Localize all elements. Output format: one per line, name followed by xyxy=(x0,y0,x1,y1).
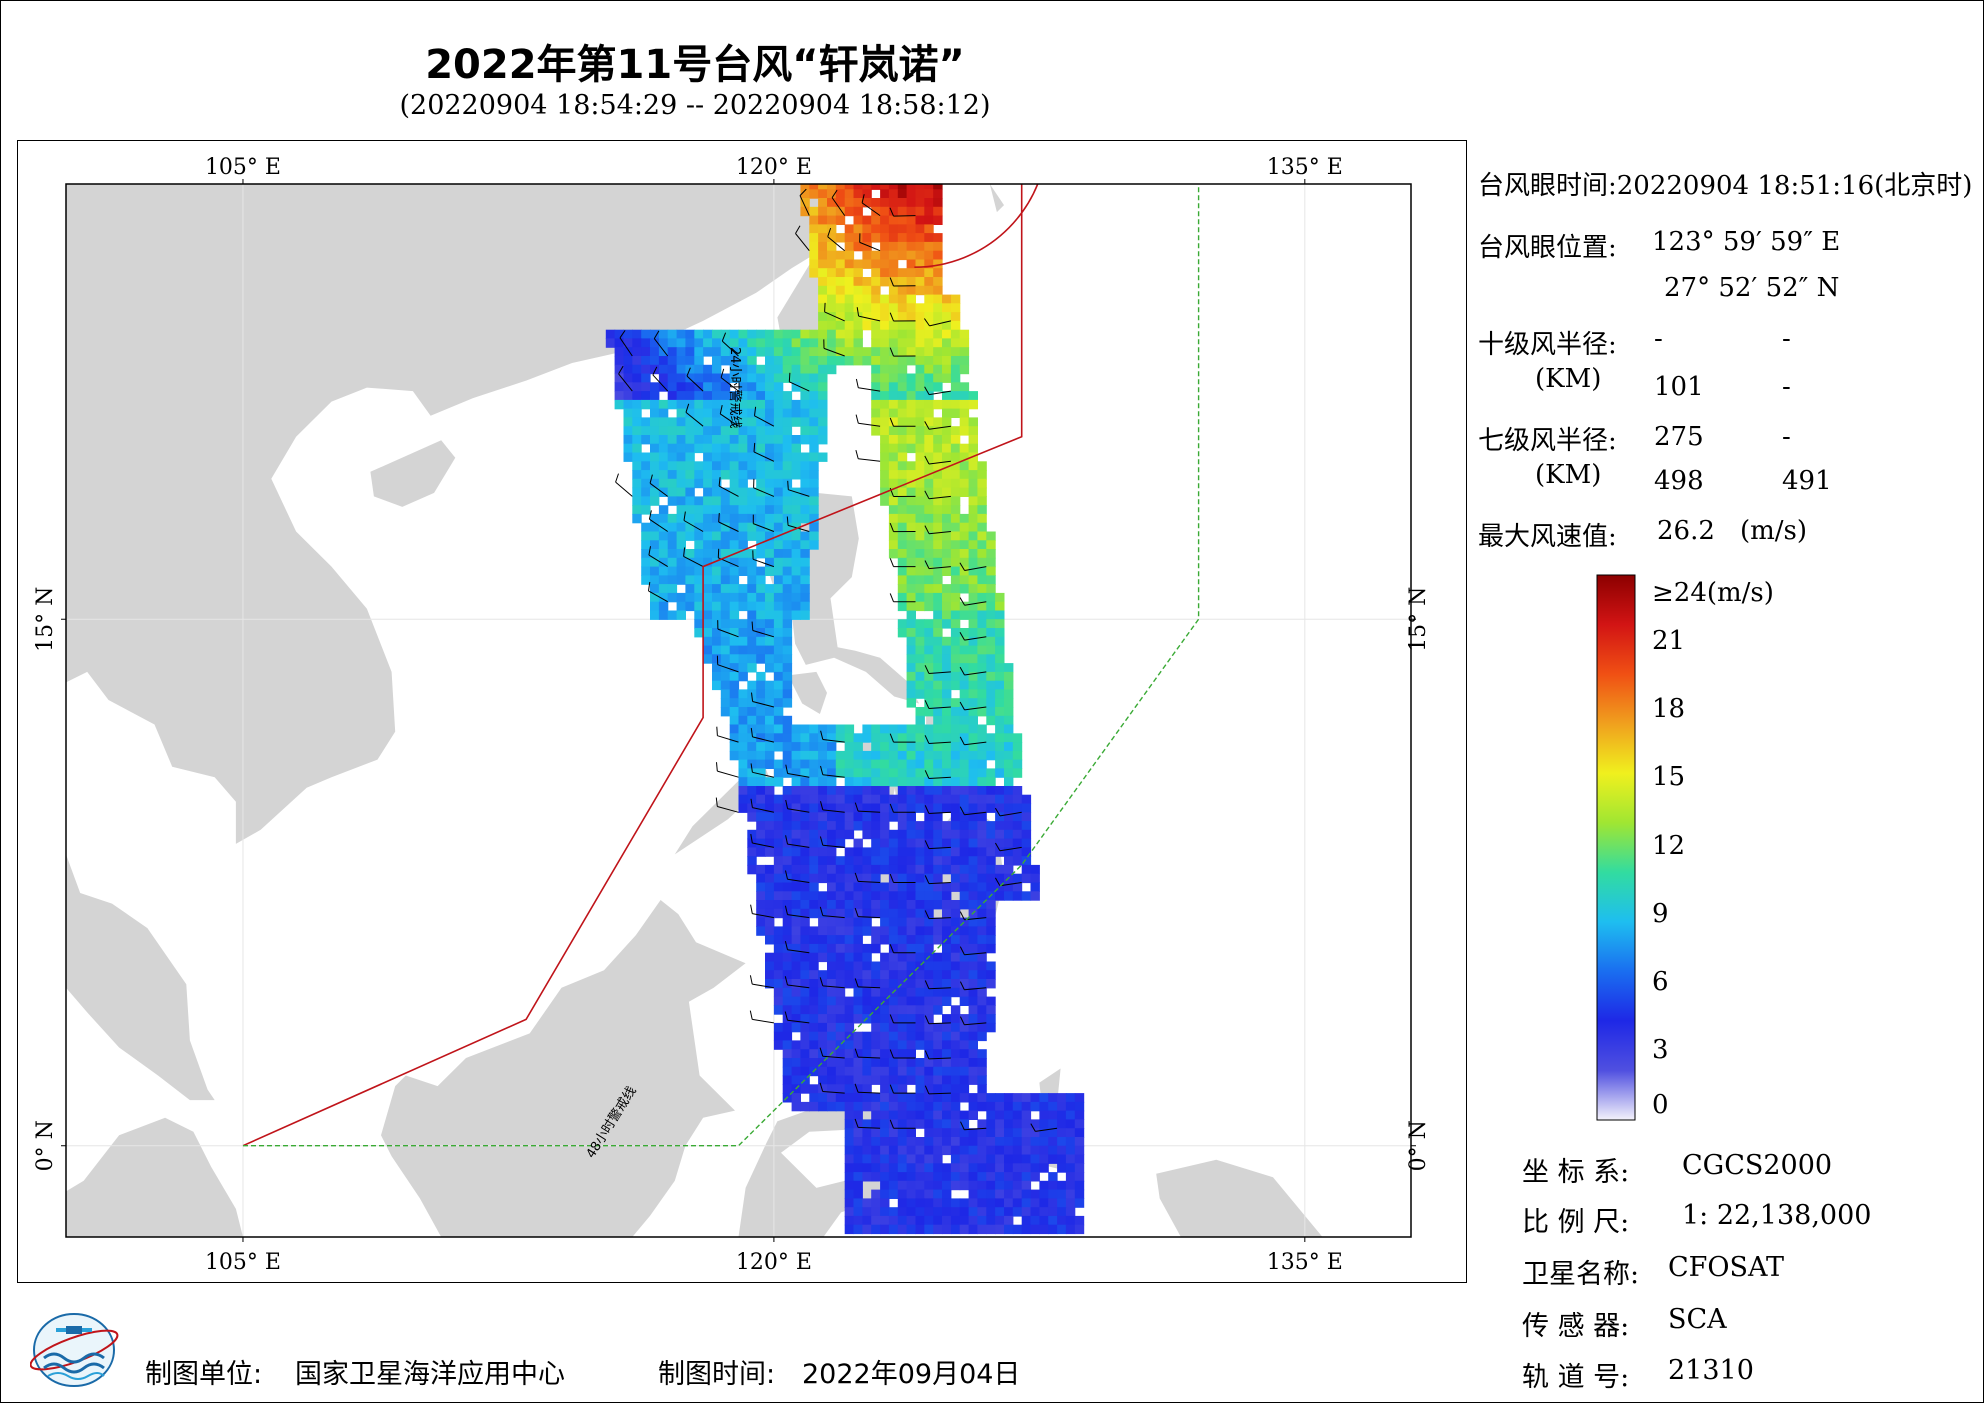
colorbar-tick-label: 6 xyxy=(1652,966,1669,997)
lat-tick-label: 15° N xyxy=(1406,587,1431,652)
r10-ne: - xyxy=(1654,324,1663,354)
wind-barbs xyxy=(615,188,1058,1132)
colorbar-tick-label: 18 xyxy=(1652,694,1686,725)
lon-tick-label: 135° E xyxy=(1267,155,1343,180)
colorbar-tick-label: 21 xyxy=(1652,626,1686,657)
lat-tick-label: 0° N xyxy=(33,1120,58,1171)
footer-time-label: 制图时间: xyxy=(658,1359,776,1390)
eye-time-row: 台风眼时间:20220904 18:51:16(北京时) xyxy=(1478,165,1972,202)
colorbar-tick-label: 12 xyxy=(1652,830,1686,861)
max-wind-unit: (m/s) xyxy=(1740,516,1808,546)
malay-peninsula xyxy=(66,854,215,1101)
r7-se: - xyxy=(1782,422,1791,452)
nsoas-logo-icon xyxy=(30,1313,119,1387)
wind-radius-7-arc xyxy=(914,184,1039,268)
crs-label: 坐 标 系: xyxy=(1522,1157,1630,1188)
sulawesi xyxy=(738,1093,944,1237)
r10-unit: (KM) xyxy=(1535,364,1602,394)
r10-sw: 101 xyxy=(1654,372,1704,402)
map-neatline xyxy=(65,183,1412,1238)
okinawa-stub xyxy=(989,184,1004,213)
eye-lat-value: 27° 52′ 52″ N xyxy=(1664,273,1840,303)
colorbar-tick-label: 0 xyxy=(1652,1090,1669,1120)
mainland-asia xyxy=(66,184,838,844)
eye-pos-label: 台风眼位置: xyxy=(1478,233,1617,263)
r7-label: 七级风半径: xyxy=(1478,426,1617,456)
footer-time-value: 2022年09月04日 xyxy=(802,1359,1021,1390)
eye-lon-value: 123° 59′ 59″ E xyxy=(1652,227,1841,257)
eye-time-label: 台风眼时间: xyxy=(1478,171,1617,201)
scale-value: 1: 22,138,000 xyxy=(1682,1200,1872,1231)
eye-time-value: 20220904 18:51:16(北京时) xyxy=(1616,171,1973,201)
hainan xyxy=(370,440,456,507)
r7-ne: 275 xyxy=(1654,422,1704,452)
lat-tick-label: 0° N xyxy=(1406,1120,1431,1171)
lon-tick-label: 120° E xyxy=(736,155,812,180)
sumatra xyxy=(66,1117,243,1237)
colorbar-tick-label: 3 xyxy=(1652,1034,1669,1065)
map-subtitle: (20220904 18:54:29 -- 20220904 18:58:12) xyxy=(399,90,991,121)
sensor-label: 传 感 器: xyxy=(1522,1311,1630,1342)
max-wind-value: 26.2 xyxy=(1657,516,1715,546)
r7-sw: 498 xyxy=(1654,466,1704,496)
wind-speed-colorbar xyxy=(1596,574,1636,1121)
new-guinea xyxy=(1156,1159,1323,1237)
colorbar-tick-label: ≥24(m/s) xyxy=(1652,578,1774,608)
map-title: 2022年第11号台风“轩岚诺” xyxy=(425,42,965,88)
warning-24h-line xyxy=(242,184,1023,1147)
satellite-label: 卫星名称: xyxy=(1522,1259,1640,1290)
r10-nw: - xyxy=(1782,372,1791,402)
lon-tick-label: 135° E xyxy=(1267,1250,1343,1275)
lon-tick-label: 120° E xyxy=(736,1250,812,1275)
warning-24h-label: 24小时警戒线 xyxy=(727,347,743,429)
r10-label: 十级风半径: xyxy=(1478,330,1617,360)
colorbar-tick-label: 15 xyxy=(1652,762,1686,793)
lat-tick-label: 15° N xyxy=(33,587,58,652)
orbit-value: 21310 xyxy=(1668,1355,1754,1386)
crs-value: CGCS2000 xyxy=(1682,1150,1833,1181)
max-wind-label: 最大风速值: xyxy=(1478,522,1617,552)
r10-se: - xyxy=(1782,324,1791,354)
colorbar-tick-label: 9 xyxy=(1652,898,1669,929)
footer-unit-value: 国家卫星海洋应用中心 xyxy=(295,1359,565,1390)
satellite-value: CFOSAT xyxy=(1668,1252,1785,1283)
lon-tick-label: 105° E xyxy=(205,155,281,180)
sensor-value: SCA xyxy=(1668,1304,1727,1335)
r7-unit: (KM) xyxy=(1535,460,1602,490)
lon-tick-label: 105° E xyxy=(205,1250,281,1275)
wind-speed-swath xyxy=(605,184,1085,1235)
scale-label: 比 例 尺: xyxy=(1522,1207,1630,1238)
warning-lines xyxy=(242,184,1200,1147)
footer-unit-label: 制图单位: xyxy=(145,1359,263,1390)
warning-48h-line xyxy=(243,184,1200,1147)
mindoro xyxy=(788,671,827,714)
r7-nw: 491 xyxy=(1782,466,1832,496)
orbit-label: 轨 道 号: xyxy=(1522,1362,1630,1393)
borneo xyxy=(381,900,746,1237)
